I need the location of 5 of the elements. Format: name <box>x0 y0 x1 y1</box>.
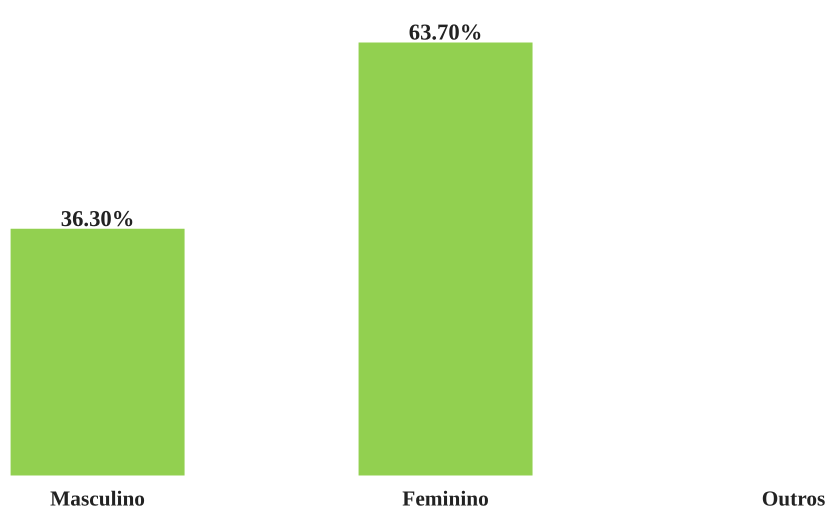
data-label: 63.70% <box>408 20 482 44</box>
x-tick-label: Masculino <box>50 486 145 510</box>
x-tick-label: Outros <box>762 486 826 510</box>
x-tick-label: Feminino <box>402 486 489 510</box>
data-label: 36.30% <box>60 206 134 231</box>
